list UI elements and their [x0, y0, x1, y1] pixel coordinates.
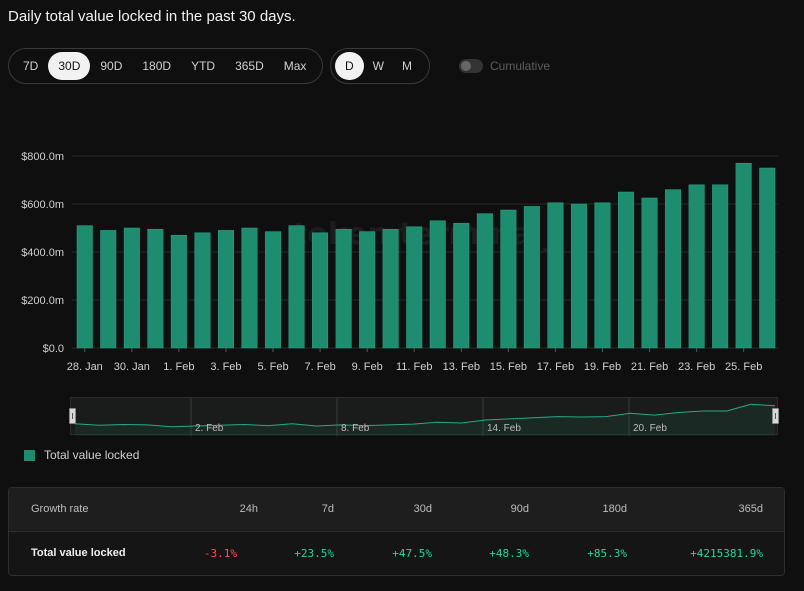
- bar-30-jan[interactable]: [123, 227, 140, 349]
- bar-4-feb[interactable]: [241, 227, 258, 349]
- navigator-label: 8. Feb: [341, 423, 370, 434]
- bar-6-feb[interactable]: [288, 225, 305, 349]
- legend-swatch: [24, 449, 35, 461]
- bar-21-feb[interactable]: [641, 197, 658, 349]
- bar-26-feb[interactable]: [759, 167, 776, 349]
- bar-1-feb[interactable]: [170, 234, 187, 349]
- bar-chart: $0.0 $200.0m $400.0m $600.0m $800.0m token te…: [21, 151, 778, 373]
- bar-11-feb[interactable]: [406, 226, 423, 349]
- growth-col-7d: 7d: [321, 503, 334, 515]
- navigator-sparkline: 2. Feb 8. Feb 14. Feb 20. Feb: [74, 398, 776, 436]
- range-navigator[interactable]: 2. Feb 8. Feb 14. Feb 20. Feb: [69, 397, 779, 436]
- period-7d[interactable]: 7D: [23, 59, 39, 73]
- bar-16-feb[interactable]: [523, 206, 540, 349]
- cumulative-label: Cumulative: [490, 59, 551, 73]
- bar-15-feb[interactable]: [500, 209, 517, 349]
- bar-25-feb[interactable]: [735, 162, 752, 349]
- growth-value-24h: -3.1%: [203, 547, 237, 560]
- watermark: token terminal_: [293, 217, 557, 252]
- x-tick-label: 28. Jan: [67, 361, 103, 373]
- x-tick-label: 13. Feb: [443, 361, 480, 373]
- growth-row-label: Total value locked: [31, 547, 126, 559]
- bar-5-feb[interactable]: [265, 231, 282, 349]
- bar-14-feb[interactable]: [476, 213, 493, 349]
- x-tick-label: 5. Feb: [257, 361, 288, 373]
- x-tick-label: 7. Feb: [305, 361, 336, 373]
- period-180d[interactable]: 180D: [142, 59, 172, 73]
- growth-col-24h: 24h: [239, 503, 258, 515]
- growth-value-365d: +4215381.9%: [690, 547, 763, 560]
- x-tick-label: 3. Feb: [210, 361, 241, 373]
- bar-9-feb[interactable]: [359, 231, 376, 349]
- y-tick-label: $0.0: [43, 343, 64, 355]
- navigator-line: [74, 403, 776, 428]
- bar-18-feb[interactable]: [570, 203, 587, 349]
- period-365d[interactable]: 365D: [235, 59, 264, 73]
- bar-29-jan[interactable]: [100, 230, 117, 349]
- growth-value-30d: +47.5%: [392, 547, 432, 560]
- y-tick-label: $200.0m: [21, 295, 64, 307]
- bar-12-feb[interactable]: [429, 220, 446, 349]
- growth-value-7d: +23.5%: [294, 547, 334, 560]
- x-tick-label: 15. Feb: [490, 361, 527, 373]
- toggle-knob: [461, 61, 471, 71]
- period-30d[interactable]: 30D: [48, 52, 91, 80]
- x-tick-label: 11. Feb: [396, 361, 433, 373]
- x-tick-label: 9. Feb: [352, 361, 383, 373]
- navigator-right-handle[interactable]: [772, 408, 779, 424]
- period-90d[interactable]: 90D: [100, 59, 123, 73]
- x-tick-label: 1. Feb: [163, 361, 194, 373]
- x-tick-label: 23. Feb: [678, 361, 715, 373]
- y-tick-label: $600.0m: [21, 199, 64, 211]
- growth-rate-table: Growth rate 24h 7d 30d 90d 180d 365d Tot…: [8, 487, 785, 576]
- x-tick-label: 25. Feb: [725, 361, 762, 373]
- growth-col-365d: 365d: [738, 503, 763, 515]
- navigator-left-handle[interactable]: [69, 408, 76, 424]
- x-tick-label: 19. Feb: [584, 361, 621, 373]
- bar-19-feb[interactable]: [594, 202, 611, 349]
- navigator-label: 20. Feb: [633, 423, 667, 434]
- x-tick-label: 21. Feb: [631, 361, 668, 373]
- granularity-m[interactable]: M: [402, 59, 412, 73]
- legend-label: Total value locked: [44, 448, 140, 462]
- bar-2-feb[interactable]: [194, 232, 211, 349]
- navigator-label: 14. Feb: [487, 423, 521, 434]
- chart-legend[interactable]: Total value locked: [24, 448, 139, 462]
- bar-7-feb[interactable]: [312, 232, 329, 349]
- bar-31-jan[interactable]: [147, 228, 164, 349]
- period-selector: 7D 30D 90D 180D YTD 365D Max: [8, 48, 323, 84]
- chart-title: Daily total value locked in the past 30 …: [8, 8, 296, 25]
- growth-value-180d: +85.3%: [587, 547, 627, 560]
- bar-8-feb[interactable]: [335, 228, 352, 349]
- growth-header-label: Growth rate: [31, 503, 89, 515]
- bar-3-feb[interactable]: [217, 230, 234, 349]
- navigator-label: 2. Feb: [195, 423, 224, 434]
- x-tick-label: 17. Feb: [537, 361, 574, 373]
- growth-value-90d: +48.3%: [489, 547, 529, 560]
- bar-23-feb[interactable]: [688, 184, 705, 349]
- granularity-d[interactable]: D: [335, 52, 364, 80]
- bar-20-feb[interactable]: [618, 191, 635, 349]
- bar-22-feb[interactable]: [665, 189, 682, 349]
- bar-28-jan[interactable]: [76, 225, 93, 349]
- x-tick-label: 30. Jan: [114, 361, 150, 373]
- y-tick-label: $800.0m: [21, 151, 64, 163]
- bar-10-feb[interactable]: [382, 228, 399, 349]
- growth-col-90d: 90d: [510, 503, 529, 515]
- period-ytd[interactable]: YTD: [191, 59, 216, 73]
- navigator-area: [75, 404, 775, 436]
- growth-col-180d: 180d: [602, 503, 627, 515]
- growth-table-header: Growth rate 24h 7d 30d 90d 180d 365d: [9, 488, 784, 532]
- cumulative-toggle[interactable]: [459, 59, 483, 73]
- bar-17-feb[interactable]: [547, 202, 564, 349]
- bar-24-feb[interactable]: [712, 184, 729, 349]
- growth-col-30d: 30d: [413, 503, 432, 515]
- y-tick-label: $400.0m: [21, 247, 64, 259]
- granularity-w[interactable]: W: [372, 59, 384, 73]
- period-max[interactable]: Max: [283, 59, 307, 73]
- bar-13-feb[interactable]: [453, 222, 470, 349]
